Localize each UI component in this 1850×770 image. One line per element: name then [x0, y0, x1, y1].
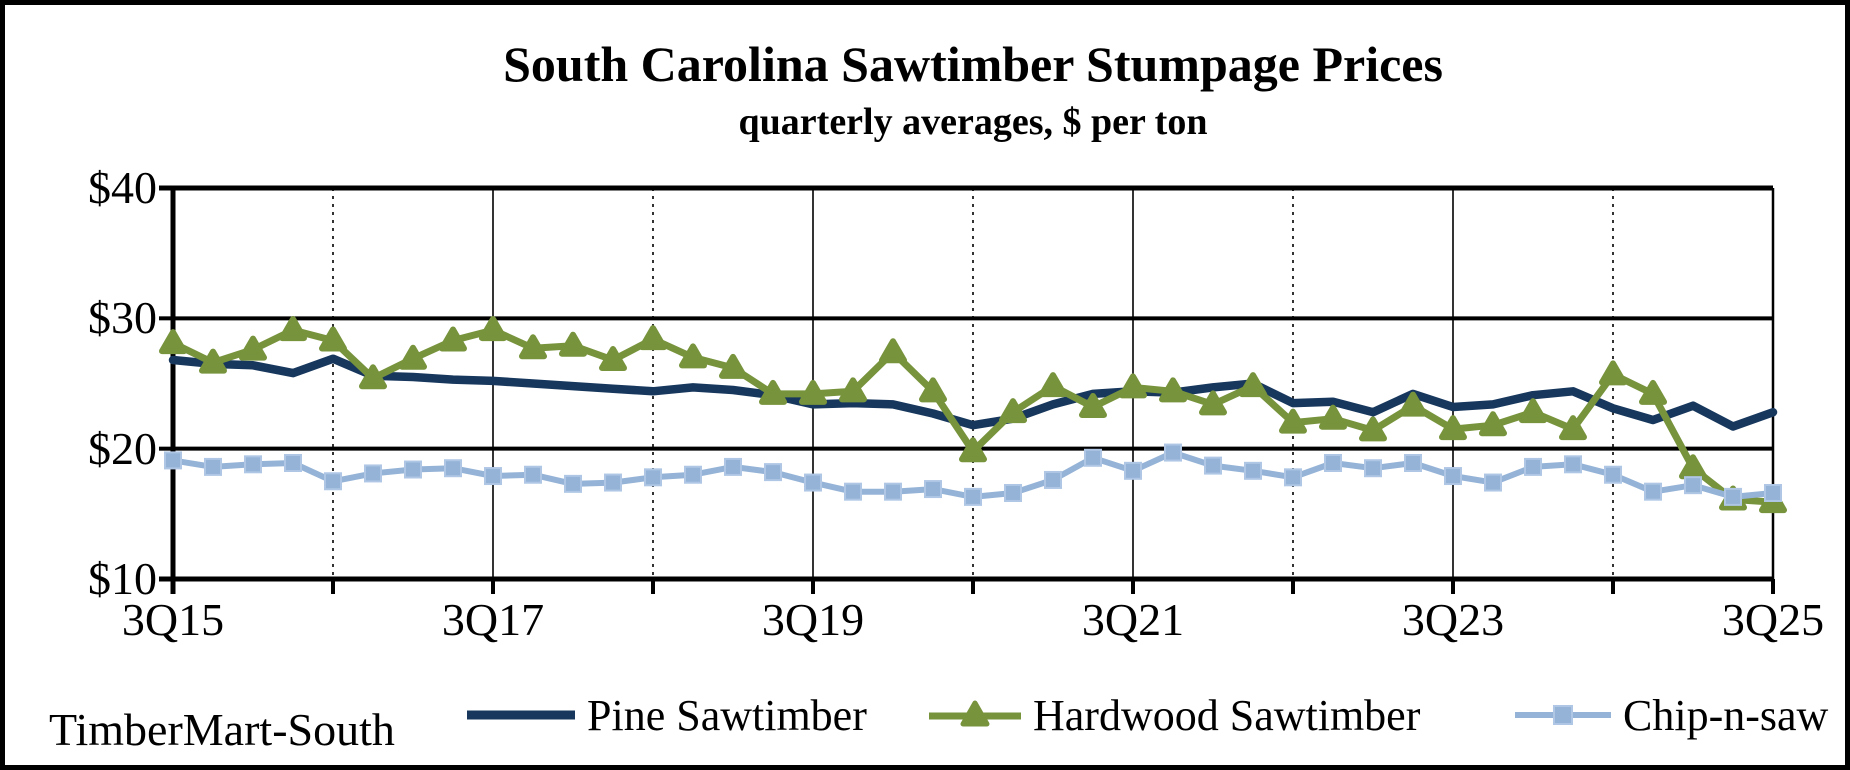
chart-title: South Carolina Sawtimber Stumpage Prices: [503, 36, 1443, 92]
x-axis-label-3q19: 3Q19: [761, 594, 865, 645]
legend-label-chip-n-saw: Chip-n-saw: [1623, 690, 1829, 740]
y-axis-label-30: $30: [88, 292, 157, 343]
chart-subtitle: quarterly averages, $ per ton: [738, 101, 1208, 143]
legend-label-pine: Pine Sawtimber: [587, 690, 867, 740]
x-axis-label-3q17: 3Q17: [441, 594, 545, 645]
x-axis-label-3q25: 3Q25: [1721, 594, 1825, 645]
legend-item-chip-n-saw: Chip-n-saw: [1513, 689, 1828, 741]
legend-label-hardwood: Hardwood Sawtimber: [1033, 690, 1421, 740]
price-chart-canvas: [159, 185, 1787, 594]
chip-n-saw-square-swatch: [1515, 705, 1611, 725]
attribution-text: TimberMart-South: [49, 704, 395, 755]
x-axis-label-3q15: 3Q15: [121, 594, 225, 645]
hardwood-triangle-swatch: [929, 700, 1021, 727]
y-axis-label-20: $20: [88, 423, 157, 474]
x-axis-label-3q21: 3Q21: [1081, 594, 1185, 645]
legend-item-hardwood: Hardwood Sawtimber: [927, 689, 1420, 741]
pine-line-swatch: [467, 710, 575, 720]
y-axis-label-10: $10: [88, 553, 157, 604]
legend-item-pine: Pine Sawtimber: [465, 689, 867, 741]
y-axis-label-40: $40: [88, 162, 157, 213]
x-axis-label-3q23: 3Q23: [1401, 594, 1505, 645]
